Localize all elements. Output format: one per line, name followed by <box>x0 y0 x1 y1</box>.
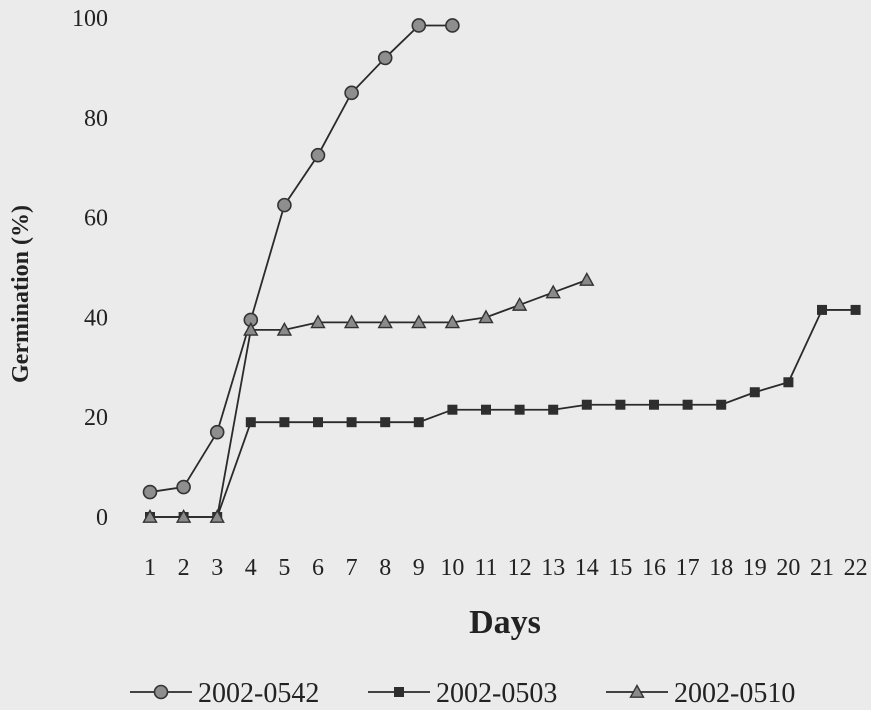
series-line <box>150 279 588 518</box>
x-tick-label: 20 <box>776 555 800 581</box>
x-tick-labels: 1 2 3 4 5 6 7 8 9 10 11 12 13 14 15 16 17 18 19 20 21 22 <box>144 555 868 581</box>
data-point <box>445 18 460 33</box>
x-tick-label: 15 <box>608 555 632 581</box>
data-point <box>413 417 424 428</box>
x-tick-label: 9 <box>413 555 425 581</box>
data-point <box>243 321 259 336</box>
series-line <box>150 309 856 518</box>
data-point <box>209 509 225 523</box>
x-tick-label: 11 <box>474 555 497 581</box>
x-tick-label: 21 <box>810 555 834 581</box>
data-point <box>716 399 727 410</box>
data-point <box>276 321 293 336</box>
x-tick-label: 16 <box>642 555 666 581</box>
data-point <box>682 399 693 410</box>
y-tick-label: 0 <box>96 505 108 531</box>
x-tick-label: 13 <box>541 555 565 581</box>
series-2002-0503 <box>145 304 861 522</box>
legend-marker <box>629 684 645 698</box>
legend-label: 2002-0542 <box>198 678 319 709</box>
x-tick-label: 14 <box>575 555 599 581</box>
data-point <box>511 296 528 311</box>
data-point <box>245 417 256 428</box>
y-tick-label: 60 <box>84 206 108 232</box>
data-point <box>411 314 427 329</box>
x-tick-label: 6 <box>312 555 324 581</box>
data-point <box>277 197 292 213</box>
y-tick-labels: 0 20 40 60 80 100 <box>72 6 108 531</box>
x-tick-label: 17 <box>676 555 700 581</box>
data-point <box>545 284 561 299</box>
data-point <box>850 304 861 315</box>
data-point <box>142 509 158 523</box>
data-point <box>209 424 225 440</box>
x-tick-label: 5 <box>278 555 290 581</box>
x-tick-label: 1 <box>144 555 156 581</box>
data-point <box>581 399 592 410</box>
x-tick-label: 8 <box>379 555 391 581</box>
data-point <box>649 399 659 410</box>
legend-label: 2002-0503 <box>436 678 557 709</box>
data-point <box>279 417 290 428</box>
x-tick-label: 22 <box>844 555 868 581</box>
data-point <box>343 314 360 329</box>
data-point <box>411 18 427 33</box>
x-tick-label: 18 <box>709 555 733 581</box>
data-point <box>749 387 760 398</box>
data-point <box>142 484 158 500</box>
data-point <box>380 417 391 428</box>
data-point <box>310 147 326 163</box>
data-point <box>175 509 192 523</box>
legend: 2002-0542 2002-0503 2002-0510 <box>130 678 795 709</box>
data-point <box>377 50 393 66</box>
legend-item: 2002-0510 <box>606 678 795 709</box>
series-2002-0510 <box>142 272 595 523</box>
data-point <box>377 314 393 329</box>
x-axis-title: Days <box>469 604 541 641</box>
data-point <box>783 377 794 388</box>
y-tick-label: 100 <box>72 6 108 32</box>
y-tick-label: 20 <box>84 405 108 431</box>
data-point <box>817 304 827 315</box>
legend-marker <box>153 684 169 700</box>
x-tick-label: 7 <box>346 555 358 581</box>
series-2002-0542 <box>142 18 460 500</box>
data-point <box>481 404 491 415</box>
y-axis-title: Germination (%) <box>8 205 34 383</box>
series-layer <box>142 18 861 523</box>
x-tick-label: 4 <box>245 555 257 581</box>
data-point <box>447 404 458 415</box>
x-tick-label: 19 <box>743 555 767 581</box>
legend-item: 2002-0503 <box>368 678 557 709</box>
data-point <box>548 404 559 415</box>
x-tick-label: 2 <box>178 555 190 581</box>
data-point <box>176 479 191 495</box>
x-tick-label: 10 <box>440 555 464 581</box>
legend-label: 2002-0510 <box>674 678 795 709</box>
series-line <box>149 24 453 493</box>
y-tick-label: 80 <box>84 106 108 132</box>
data-point <box>444 314 461 329</box>
legend-marker <box>394 687 404 697</box>
y-tick-label: 40 <box>84 305 108 331</box>
legend-item: 2002-0542 <box>130 678 319 709</box>
data-point <box>346 417 357 428</box>
x-tick-label: 3 <box>211 555 223 581</box>
data-point <box>313 417 323 428</box>
data-point <box>514 404 525 415</box>
data-point <box>478 309 494 324</box>
data-point <box>579 272 595 286</box>
x-tick-label: 12 <box>508 555 532 581</box>
data-point <box>615 399 626 410</box>
data-point <box>344 85 359 101</box>
data-point <box>310 314 326 329</box>
